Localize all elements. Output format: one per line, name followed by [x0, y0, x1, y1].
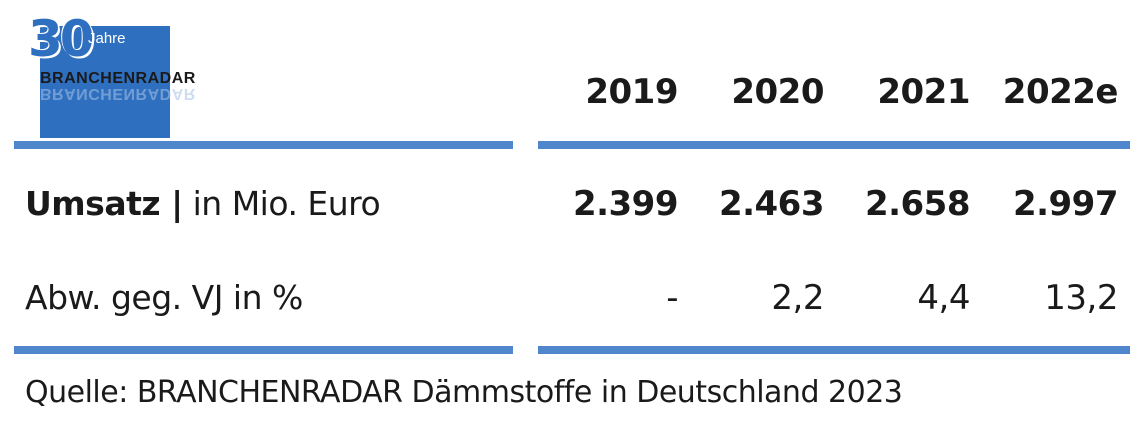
logo-number: 30	[28, 10, 95, 68]
cell-umsatz-2022e: 2.997	[1012, 184, 1119, 224]
cell-umsatz-2020: 2.463	[718, 184, 825, 224]
branchenradar-logo: 30 Jahre BRANCHENRADAR BRANCHENRADAR	[28, 10, 212, 138]
column-header-2021: 2021	[877, 72, 970, 112]
row-label-abweichung: Abw. geg. VJ in %	[25, 278, 303, 318]
logo-suffix: Jahre	[88, 30, 126, 47]
row-label-bold: Umsatz |	[25, 184, 183, 223]
logo-blue-box	[40, 26, 170, 138]
cell-umsatz-2019: 2.399	[572, 184, 679, 224]
row-label-umsatz: Umsatz | in Mio. Euro	[25, 184, 381, 224]
bottom-rule-left	[14, 346, 513, 354]
source-note: Quelle: BRANCHENRADAR Dämmstoffe in Deut…	[25, 375, 903, 410]
row-label-text: Abw. geg. VJ in %	[25, 278, 303, 317]
top-rule-left	[14, 141, 513, 149]
column-header-2019: 2019	[585, 72, 678, 112]
bottom-rule-right	[538, 346, 1130, 354]
cell-abw-2022e: 13,2	[1044, 278, 1118, 318]
cell-abw-2020: 2,2	[771, 278, 824, 318]
cell-abw-2019: -	[666, 278, 678, 318]
top-rule-right	[538, 141, 1130, 149]
cell-abw-2021: 4,4	[917, 278, 970, 318]
logo-brand: BRANCHENRADAR	[40, 70, 196, 87]
column-header-2020: 2020	[731, 72, 824, 112]
cell-umsatz-2021: 2.658	[864, 184, 971, 224]
column-header-2022e: 2022e	[1002, 72, 1119, 112]
row-label-unit: in Mio. Euro	[182, 184, 381, 223]
